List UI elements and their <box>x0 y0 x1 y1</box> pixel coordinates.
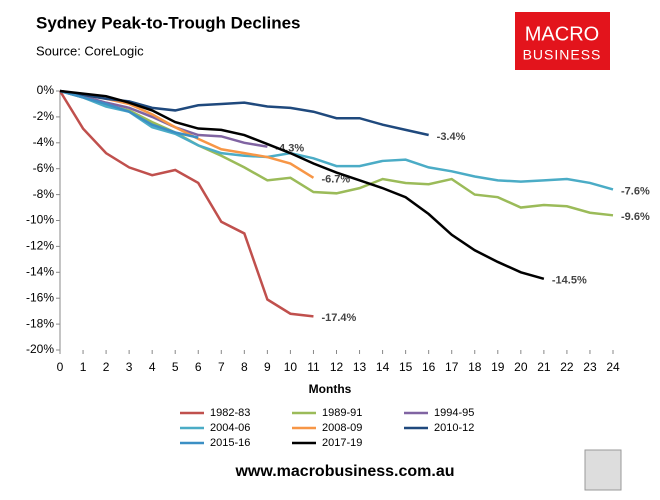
x-tick-label: 16 <box>422 360 436 374</box>
x-tick-label: 18 <box>468 360 482 374</box>
x-tick-label: 15 <box>399 360 413 374</box>
y-tick-label: -6% <box>33 161 55 175</box>
legend-label: 2017-19 <box>322 437 362 449</box>
x-tick-label: 11 <box>307 360 320 374</box>
series-line <box>59 89 614 191</box>
x-tick-label: 2 <box>103 360 110 374</box>
x-tick-label: 7 <box>218 360 225 374</box>
y-tick-label: -4% <box>33 135 55 149</box>
x-tick-label: 4 <box>149 360 156 374</box>
data-label: -14.5% <box>552 275 587 287</box>
y-tick-label: -16% <box>26 290 54 304</box>
legend-label: 2015-16 <box>210 437 250 449</box>
x-tick-label: 22 <box>560 360 574 374</box>
x-tick-label: 21 <box>537 360 551 374</box>
x-tick-label: 0 <box>57 360 64 374</box>
y-tick-label: -12% <box>26 239 54 253</box>
data-label: -17.4% <box>321 312 356 324</box>
x-tick-label: 5 <box>172 360 179 374</box>
y-tick-label: -14% <box>26 264 54 278</box>
legend-label: 2010-12 <box>434 422 474 434</box>
series-line <box>59 89 199 139</box>
x-axis-label: Months <box>309 382 352 396</box>
legend-label: 1989-91 <box>322 407 362 419</box>
series-line <box>59 89 614 217</box>
logo-icon <box>584 449 622 491</box>
x-tick-label: 10 <box>284 360 298 374</box>
footer: www.macrobusiness.com.au <box>234 463 454 480</box>
legend-label: 1994-95 <box>434 407 474 419</box>
x-tick-label: 12 <box>330 360 344 374</box>
y-tick-label: -20% <box>26 342 54 356</box>
legend-label: 2008-09 <box>322 422 362 434</box>
logo-text: BUSINESS <box>523 47 602 63</box>
y-tick-label: -2% <box>33 109 55 123</box>
x-tick-label: 19 <box>491 360 505 374</box>
x-tick-label: 1 <box>80 360 87 374</box>
y-tick-label: -10% <box>26 213 54 227</box>
series-line <box>58 90 314 318</box>
y-tick-label: -8% <box>33 187 55 201</box>
data-label: -7.6% <box>621 185 650 197</box>
data-label: -9.6% <box>621 211 650 223</box>
data-label: -6.7% <box>321 174 350 186</box>
logo-text: MACRO <box>525 23 599 45</box>
legend-label: 1982-83 <box>210 407 250 419</box>
x-tick-label: 17 <box>445 360 459 374</box>
chart-subtitle: Source: CoreLogic <box>36 43 144 58</box>
logo-box <box>515 12 610 70</box>
chart-title: Sydney Peak-to-Trough Declines <box>36 13 301 32</box>
data-label: -4.3% <box>275 143 304 155</box>
series-line <box>59 89 545 280</box>
x-tick-label: 23 <box>583 360 597 374</box>
data-label: -3.4% <box>437 131 466 143</box>
x-tick-label: 20 <box>514 360 528 374</box>
x-tick-label: 6 <box>195 360 202 374</box>
x-tick-label: 24 <box>606 360 620 374</box>
x-tick-label: 8 <box>241 360 248 374</box>
x-tick-label: 3 <box>126 360 133 374</box>
x-tick-label: 14 <box>376 360 390 374</box>
x-tick-label: 9 <box>264 360 271 374</box>
x-tick-label: 13 <box>353 360 367 374</box>
legend-label: 2004-06 <box>210 422 250 434</box>
y-tick-label: -18% <box>26 316 54 330</box>
y-tick-label: 0% <box>37 83 55 97</box>
